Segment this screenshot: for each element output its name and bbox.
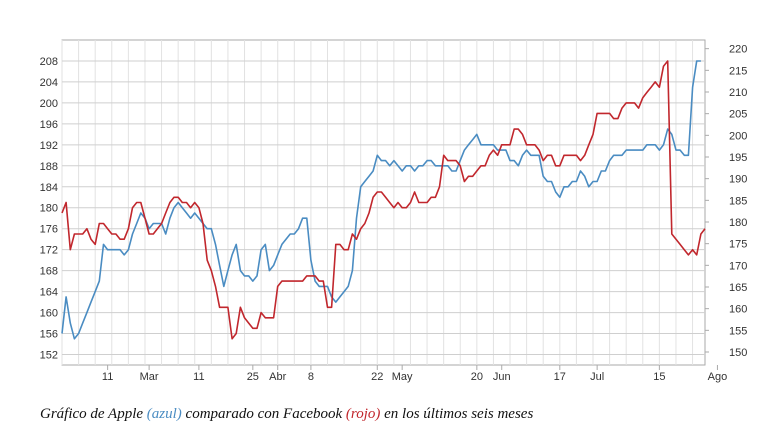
- right-tick-label: 165: [729, 282, 747, 294]
- left-tick-label: 208: [40, 56, 58, 68]
- left-tick-label: 156: [40, 329, 58, 341]
- right-tick-label: 205: [729, 109, 747, 121]
- left-tick-label: 152: [40, 350, 58, 362]
- apple-series-line: [61, 60, 701, 340]
- facebook-series-line: [61, 60, 706, 340]
- right-tick-label: 155: [729, 325, 747, 337]
- right-tick-label: 185: [729, 195, 747, 207]
- caption-red-word: (rojo): [345, 406, 381, 422]
- x-tick-label: 15: [653, 371, 665, 383]
- x-tick-label: Jul: [590, 371, 604, 383]
- right-tick-label: 170: [729, 260, 747, 272]
- right-tick-label: 190: [729, 174, 747, 186]
- right-tick-label: 180: [729, 217, 747, 229]
- x-tick-label: Mar: [140, 371, 159, 383]
- right-axis-ticks: 150 155 160 165 170 175 180 185 190 195 200 205 210 2…: [705, 44, 747, 359]
- left-tick-label: 176: [40, 224, 58, 236]
- left-tick-label: 160: [40, 308, 58, 320]
- left-tick-label: 180: [40, 203, 58, 215]
- caption-part-1: Gráfico de Apple: [40, 406, 147, 422]
- left-tick-label: 168: [40, 266, 58, 278]
- x-axis-ticks: 11 Mar 11 25 Abr 8 22 May 20 Jun 17 Jul 15 Ago: [102, 365, 727, 383]
- right-tick-label: 195: [729, 152, 747, 164]
- left-tick-label: 172: [40, 245, 58, 257]
- x-tick-label: Ago: [708, 371, 728, 383]
- x-tick-label: 22: [371, 371, 383, 383]
- left-tick-label: 200: [40, 98, 58, 110]
- right-tick-label: 175: [729, 239, 747, 251]
- right-tick-label: 150: [729, 347, 747, 359]
- caption-part-2: comparado con Facebook: [181, 406, 346, 422]
- chart-series: [61, 60, 706, 340]
- left-tick-label: 164: [40, 287, 58, 299]
- x-tick-label: 20: [471, 371, 483, 383]
- left-tick-label: 204: [40, 77, 58, 89]
- left-tick-label: 184: [40, 182, 58, 194]
- x-tick-label: 17: [554, 371, 566, 383]
- right-tick-label: 210: [729, 87, 747, 99]
- caption-part-3: en los últimos seis meses: [380, 406, 534, 422]
- right-tick-label: 215: [729, 65, 747, 77]
- x-tick-label: 25: [247, 371, 259, 383]
- x-tick-label: 11: [193, 371, 204, 383]
- x-tick-label: 8: [308, 371, 314, 383]
- right-tick-label: 200: [729, 130, 747, 142]
- left-tick-label: 192: [40, 140, 58, 152]
- chart-grid: [61, 39, 706, 366]
- x-tick-label: 11: [102, 371, 113, 383]
- left-axis-ticks: 152 156 160 164 168 172 176 180 184 188 192 196 200 2…: [40, 56, 58, 362]
- price-comparison-chart: 152 156 160 164 168 172 176 180 184 188 192 196 200 2…: [40, 39, 747, 383]
- x-tick-label: Jun: [493, 371, 511, 383]
- right-tick-label: 220: [729, 44, 747, 56]
- caption-blue-word: (azul): [146, 406, 182, 422]
- right-tick-label: 160: [729, 304, 747, 316]
- left-tick-label: 188: [40, 161, 58, 173]
- chart-caption: Gráfico de Apple (azul) comparado con Fa…: [40, 406, 760, 423]
- plot-frame: [61, 39, 706, 366]
- x-tick-label: Abr: [269, 371, 286, 383]
- x-tick-label: May: [392, 371, 413, 383]
- left-tick-label: 196: [40, 119, 58, 131]
